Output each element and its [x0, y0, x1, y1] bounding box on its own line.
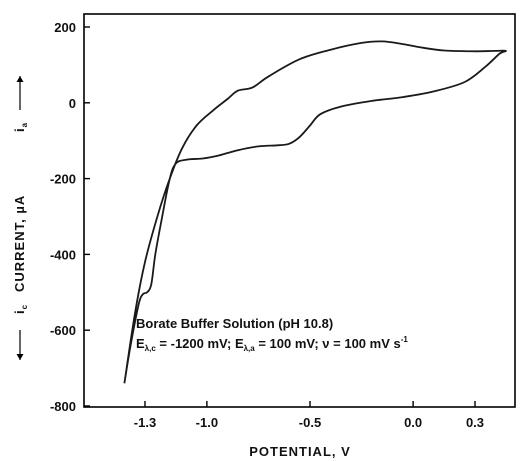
- y-axis-ticks: 200 0 -200 -400 -600 -800: [50, 20, 90, 414]
- y-tick-label: -600: [50, 323, 76, 338]
- y-axis-prefix: ic: [12, 304, 29, 314]
- y-axis-arrowhead-left: [16, 354, 24, 360]
- x-tick-label: -1.3: [134, 415, 156, 430]
- x-tick-label: 0.0: [404, 415, 422, 430]
- x-axis-title: POTENTIAL, V: [249, 444, 351, 459]
- x-tick-label: -1.0: [196, 415, 218, 430]
- plot-frame: [83, 13, 516, 408]
- x-tick-label: 0.3: [466, 415, 484, 430]
- y-axis-title-group: ic CURRENT, µA ia: [12, 76, 29, 360]
- annotation-line-2: Eλ,c = -1200 mV; Eλ,a = 100 mV; ν = 100 …: [136, 335, 408, 353]
- y-tick-label: -200: [50, 172, 76, 187]
- x-axis-ticks: -1.3 -1.0 -0.5 0.0 0.3: [134, 401, 484, 430]
- cv-curve-series: [123, 40, 507, 384]
- y-axis-title: CURRENT, µA: [12, 195, 27, 292]
- annotation-line-1: Borate Buffer Solution (pH 10.8): [136, 316, 333, 331]
- y-axis-suffix: ia: [12, 122, 29, 132]
- y-tick-label: -800: [50, 399, 76, 414]
- y-tick-label: 0: [69, 96, 76, 111]
- y-axis-arrowhead-right: [16, 76, 24, 82]
- y-tick-label: 200: [54, 20, 76, 35]
- y-tick-label: -400: [50, 247, 76, 262]
- x-tick-label: -0.5: [299, 415, 321, 430]
